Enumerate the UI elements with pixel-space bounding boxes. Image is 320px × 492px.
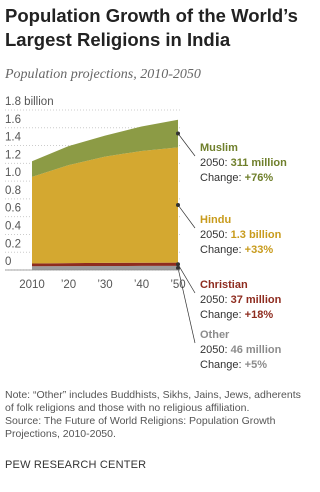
projection-value: 311 million (231, 157, 288, 169)
projection-label: 2050: 46 million (200, 344, 282, 356)
change-prefix: Change: (200, 172, 242, 184)
x-tick-label: ’30 (97, 279, 112, 291)
chart: Population Growth of the World’s Largest… (4, 5, 298, 371)
source-text: Source: The Future of World Religions: P… (5, 415, 276, 440)
projection-value: 46 million (231, 344, 282, 356)
leader-dot (176, 265, 180, 270)
y-tick-label: 1.8 billion (5, 96, 54, 108)
y-tick-label: 1.4 (5, 132, 22, 144)
note: Note: “Other” includes Buddhists, Sikhs,… (5, 389, 305, 441)
x-tick-label: ’40 (134, 279, 149, 291)
y-tick-label: 1.6 (5, 114, 21, 126)
chart-subtitle: Population projections, 2010-2050 (4, 67, 201, 82)
series-label: Other (200, 329, 230, 341)
leader-dot (176, 131, 180, 136)
projection-label: 2050: 311 million (200, 157, 287, 169)
leader-line (177, 264, 196, 294)
change-label: Change: +33% (200, 244, 273, 256)
projection-value: 37 million (231, 294, 282, 306)
leader-dot (176, 262, 180, 267)
leader-line (177, 204, 196, 229)
change-prefix: Change: (200, 359, 242, 371)
projection-label: 2050: 1.3 billion (200, 229, 282, 241)
projection-prefix: 2050: (200, 344, 228, 356)
projection-prefix: 2050: (200, 294, 228, 306)
y-tick-label: 1.0 (5, 167, 21, 179)
area (32, 265, 178, 270)
area (32, 262, 178, 267)
y-tick-label: 0.2 (5, 238, 21, 250)
projection-prefix: 2050: (200, 157, 228, 169)
y-tick-label: 1.2 (5, 149, 21, 161)
change-prefix: Change: (200, 244, 242, 256)
change-label: Change: +5% (200, 359, 267, 371)
change-value: +18% (245, 309, 274, 321)
y-tick-label: 0.6 (5, 203, 21, 215)
change-value: +5% (245, 359, 268, 371)
page: Population Growth of the World’s Largest… (4, 5, 305, 471)
y-tick-label: 0 (5, 256, 11, 268)
chart-title-line: Largest Religions in India (5, 29, 231, 50)
leader-dot (176, 202, 180, 207)
change-label: Change: +18% (200, 309, 273, 321)
change-label: Change: +76% (200, 172, 273, 184)
x-tick-label: ’50 (170, 279, 185, 291)
y-tick-label: 0.8 (5, 185, 21, 197)
series-label: Christian (200, 279, 248, 291)
change-value: +33% (245, 244, 274, 256)
projection-value: 1.3 billion (231, 229, 282, 241)
area (32, 147, 178, 264)
change-prefix: Change: (200, 309, 242, 321)
leader-line (177, 133, 196, 157)
change-value: +76% (245, 172, 274, 184)
x-tick-label: 2010 (19, 279, 45, 291)
y-tick-label: 0.4 (5, 220, 22, 232)
area (32, 119, 178, 177)
projection-prefix: 2050: (200, 229, 228, 241)
projection-label: 2050: 37 million (200, 294, 282, 306)
footer: PEW RESEARCH CENTER (5, 459, 147, 471)
leader-line (177, 267, 196, 344)
chart-title-line: Population Growth of the World’s (5, 5, 298, 26)
series-label: Muslim (200, 142, 238, 154)
x-tick-label: ’20 (61, 279, 76, 291)
series-label: Hindu (200, 214, 231, 226)
note-text: Note: “Other” includes Buddhists, Sikhs,… (5, 389, 301, 414)
